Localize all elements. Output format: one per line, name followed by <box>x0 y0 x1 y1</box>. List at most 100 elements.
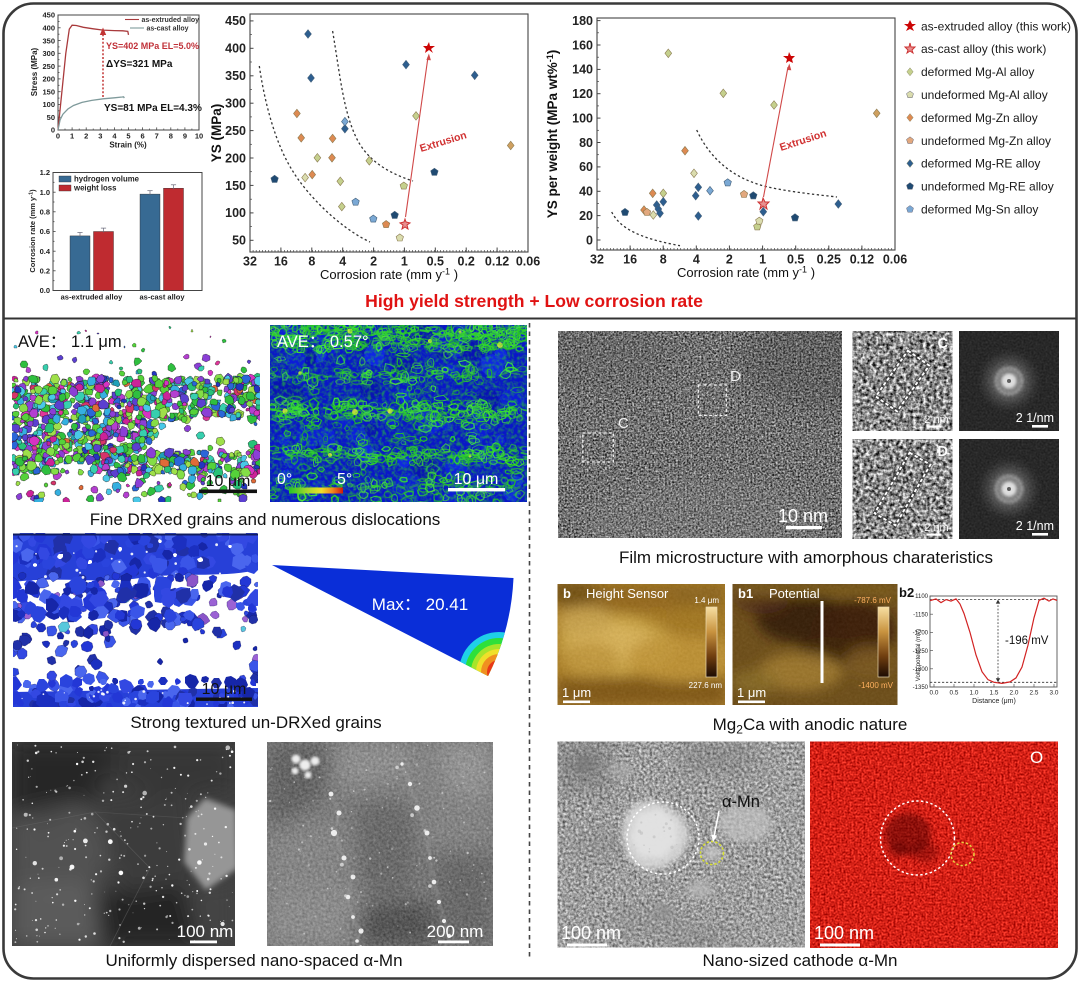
svg-text:0.5: 0.5 <box>787 253 804 267</box>
svg-text:0.25: 0.25 <box>817 253 841 267</box>
svg-text:16: 16 <box>274 255 288 269</box>
svg-text:10 μm: 10 μm <box>454 471 499 488</box>
svg-text:350: 350 <box>42 36 55 45</box>
svg-text:Stress (MPa): Stress (MPa) <box>30 47 39 96</box>
svg-text:180: 180 <box>572 14 593 28</box>
svg-text:0.0: 0.0 <box>930 690 939 697</box>
svg-text:0.2: 0.2 <box>458 255 475 269</box>
svg-text:250: 250 <box>42 62 55 71</box>
svg-text:0.6: 0.6 <box>40 227 50 236</box>
svg-text:0: 0 <box>56 132 60 141</box>
svg-text:deformed Mg-Al alloy: deformed Mg-Al alloy <box>921 65 1034 79</box>
svg-text:1100: 1100 <box>915 594 929 600</box>
svg-text:100 nm: 100 nm <box>177 922 234 941</box>
svg-text:hydrogen volume: hydrogen volume <box>74 175 140 184</box>
svg-text:32: 32 <box>243 255 257 269</box>
svg-text:400: 400 <box>42 24 55 33</box>
svg-text:2 nm: 2 nm <box>924 414 948 426</box>
svg-text:80: 80 <box>579 136 593 150</box>
svg-text:0.12: 0.12 <box>850 253 874 267</box>
svg-text:2 nm: 2 nm <box>924 522 948 534</box>
svg-text:0.12: 0.12 <box>485 255 509 269</box>
svg-text:1.0: 1.0 <box>40 188 50 197</box>
svg-text:50: 50 <box>47 113 55 122</box>
svg-text:1.5: 1.5 <box>990 690 999 697</box>
svg-text:Mg2Ca with anodic nature: Mg2Ca with anodic nature <box>713 715 908 737</box>
svg-text:YS (MPa): YS (MPa) <box>209 104 224 163</box>
svg-text:4: 4 <box>112 132 117 141</box>
svg-text:0°: 0° <box>277 471 292 488</box>
svg-text:300: 300 <box>225 97 246 111</box>
svg-text:High yield strength + Low corr: High yield strength + Low corrosion rate <box>365 291 703 311</box>
svg-text:2 1/nm: 2 1/nm <box>1016 411 1054 425</box>
svg-text:1.4 μm: 1.4 μm <box>694 596 719 605</box>
svg-text:as-extruded alloy: as-extruded alloy <box>142 17 200 24</box>
svg-text:-1400 mV: -1400 mV <box>858 681 893 690</box>
svg-text:-1300: -1300 <box>913 667 929 673</box>
svg-text:10 nm: 10 nm <box>778 506 828 526</box>
svg-text:Corrosion rate (mm y-1): Corrosion rate (mm y-1) <box>28 189 37 273</box>
svg-text:0: 0 <box>586 233 593 247</box>
svg-text:undeformed Mg-Zn alloy: undeformed Mg-Zn alloy <box>921 134 1051 148</box>
svg-text:Height Sensor: Height Sensor <box>586 586 669 601</box>
svg-text:20: 20 <box>579 209 593 223</box>
svg-text:-1200: -1200 <box>913 631 929 637</box>
svg-text:1: 1 <box>759 253 766 267</box>
svg-text:16: 16 <box>623 253 637 267</box>
svg-text:2 1/nm: 2 1/nm <box>1016 519 1054 533</box>
svg-text:250: 250 <box>225 124 246 138</box>
svg-text:150: 150 <box>225 179 246 193</box>
svg-text:Film microstructure with amorp: Film microstructure with amorphous chara… <box>619 548 993 567</box>
svg-text:1.0: 1.0 <box>970 690 979 697</box>
svg-text:1 μm: 1 μm <box>737 685 766 700</box>
svg-text:C: C <box>618 415 629 432</box>
svg-text:0.06: 0.06 <box>516 255 540 269</box>
svg-text:YS=81 MPa EL=4.3%: YS=81 MPa EL=4.3% <box>104 103 202 114</box>
svg-text:O: O <box>1030 748 1043 767</box>
svg-text:Nano-sized cathode α-Mn: Nano-sized cathode α-Mn <box>702 951 897 970</box>
svg-text:2.5: 2.5 <box>1030 690 1039 697</box>
svg-text:deformed Mg-Sn alloy: deformed Mg-Sn alloy <box>921 203 1038 217</box>
svg-text:6: 6 <box>141 132 145 141</box>
svg-text:YS=402 MPa EL=5.0%: YS=402 MPa EL=5.0% <box>106 41 199 51</box>
svg-text:as-cast alloy (this work): as-cast alloy (this work) <box>921 42 1046 56</box>
svg-text:3: 3 <box>98 132 102 141</box>
svg-text:b2: b2 <box>899 585 914 600</box>
svg-text:350: 350 <box>225 69 246 83</box>
svg-text:C: C <box>938 336 949 352</box>
svg-text:AVE： 0.57°: AVE： 0.57° <box>277 333 369 351</box>
svg-text:60: 60 <box>579 160 593 174</box>
svg-text:Fine DRXed grains and numerous: Fine DRXed grains and numerous dislocati… <box>90 510 441 529</box>
svg-text:2.0: 2.0 <box>1010 690 1019 697</box>
svg-text:200: 200 <box>42 75 55 84</box>
svg-text:4: 4 <box>339 255 346 269</box>
svg-text:100: 100 <box>572 111 593 125</box>
svg-text:10 μm: 10 μm <box>202 681 247 698</box>
svg-text:2: 2 <box>370 255 377 269</box>
svg-text:0.0: 0.0 <box>40 286 50 295</box>
svg-text:10: 10 <box>195 132 203 141</box>
svg-text:32: 32 <box>590 253 604 267</box>
svg-text:140: 140 <box>572 63 593 77</box>
svg-text:-787.6 mV: -787.6 mV <box>854 596 892 605</box>
svg-text:Potential: Potential <box>769 586 820 601</box>
svg-text:8: 8 <box>169 132 173 141</box>
svg-text:1: 1 <box>70 132 74 141</box>
svg-text:100: 100 <box>225 206 246 220</box>
svg-text:5°: 5° <box>337 471 352 488</box>
svg-text:deformed Mg-Zn alloy: deformed Mg-Zn alloy <box>921 111 1038 125</box>
svg-text:b1: b1 <box>738 586 753 601</box>
svg-text:0.2: 0.2 <box>40 267 50 276</box>
svg-text:undeformed Mg-Al alloy: undeformed Mg-Al alloy <box>921 88 1048 102</box>
svg-text:Uniformly dispersed nano-space: Uniformly dispersed nano-spaced α-Mn <box>105 951 402 970</box>
svg-text:D: D <box>730 368 741 385</box>
svg-text:AVE： 1.1 μm: AVE： 1.1 μm <box>18 333 122 351</box>
svg-text:450: 450 <box>42 11 55 20</box>
svg-text:450: 450 <box>225 14 246 28</box>
svg-text:as-extruded alloy: as-extruded alloy <box>61 293 124 302</box>
svg-text:227.6 nm: 227.6 nm <box>689 681 723 690</box>
svg-text:120: 120 <box>572 87 593 101</box>
svg-text:-1250: -1250 <box>913 649 929 655</box>
svg-text:as-cast alloy: as-cast alloy <box>147 26 189 33</box>
svg-text:50: 50 <box>232 234 246 248</box>
